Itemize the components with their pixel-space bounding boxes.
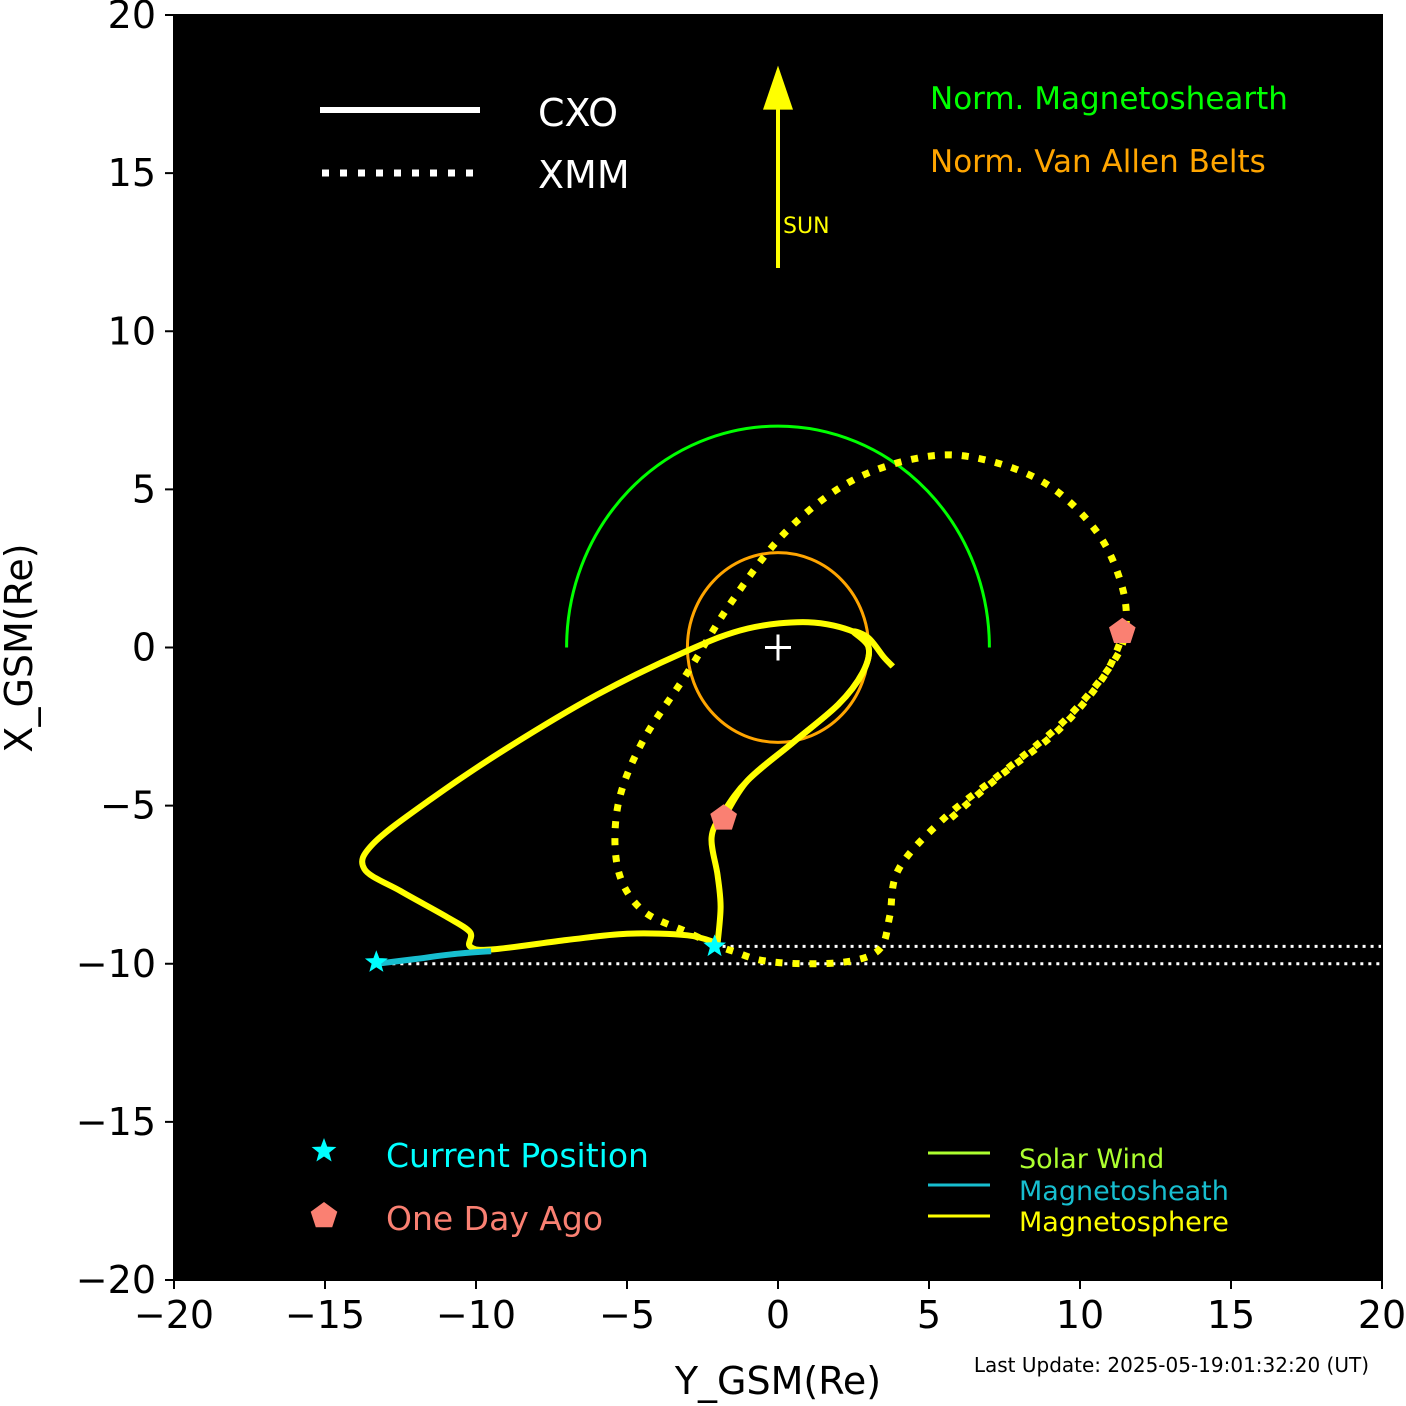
y-tick-label: 15 <box>108 151 156 195</box>
y-axis-label: X_GSM(Re) <box>0 543 41 752</box>
legend-solar-wind: Solar Wind <box>1019 1144 1164 1175</box>
legend-van-allen: Norm. Van Allen Belts <box>930 144 1266 180</box>
sun-arrow: SUN <box>763 65 830 268</box>
x-tick-label: 15 <box>1207 1293 1255 1337</box>
last-update: Last Update: 2025-05-19:01:32:20 (UT) <box>974 1353 1369 1377</box>
legend-markers: Current Position One Day Ago <box>310 1136 649 1238</box>
legend-pentagon-icon <box>310 1202 338 1228</box>
x-tick-label: 0 <box>766 1293 790 1337</box>
current-position-star <box>364 950 388 972</box>
x-tick-label: −10 <box>436 1293 516 1337</box>
legend-magnetosheath: Magnetosheath <box>1019 1176 1229 1207</box>
xmm-orbit-magnetosphere <box>944 627 1129 825</box>
legend-regions: Solar Wind Magnetosheath Magnetosphere <box>928 1144 1229 1238</box>
legend-pentagon-shape <box>310 1202 338 1228</box>
y-tick-label: −10 <box>76 942 156 986</box>
marker-layer <box>364 617 1136 972</box>
y-tick-label: −20 <box>76 1258 156 1302</box>
y-tick-label: 5 <box>132 467 156 511</box>
cxo-orbit-magnetosphere <box>721 628 895 820</box>
legend-current-position: Current Position <box>386 1136 649 1175</box>
y-tick-label: −5 <box>100 784 156 828</box>
x-tick-label: −15 <box>285 1293 365 1337</box>
orbit-layer <box>359 451 1382 968</box>
axes: −20 −15 −10 −5 0 5 10 15 20 −20 −15 −10 −5 0 5 10 15 20 <box>76 0 1406 1337</box>
legend-xmm-label: XMM <box>538 153 630 197</box>
x-axis-label: Y_GSM(Re) <box>674 1359 881 1403</box>
cxo-orbit-magnetosheath <box>375 948 492 967</box>
x-tick-label: 20 <box>1358 1293 1406 1337</box>
legend-one-day-ago: One Day Ago <box>386 1199 603 1238</box>
y-tick-label: 10 <box>108 309 156 353</box>
legend-star-icon <box>311 1138 337 1162</box>
y-tick-label: −15 <box>76 1100 156 1144</box>
sun-arrow-head <box>763 65 793 110</box>
x-tick-label: 5 <box>917 1293 941 1337</box>
sun-label: SUN <box>783 214 830 239</box>
current-position-star <box>703 934 726 957</box>
one-day-ago-pentagon <box>1109 617 1136 643</box>
legend-norm-magnetosheath: Norm. Magnetoshearth <box>930 81 1288 117</box>
xmm-orbit-magnetosphere <box>611 451 1130 968</box>
norm-magnetosheath-boundary <box>565 424 991 648</box>
legend-magnetosphere: Magnetosphere <box>1019 1207 1229 1238</box>
legend-satellites: CXO XMM <box>320 91 630 197</box>
legend-boundaries: Norm. Magnetoshearth Norm. Van Allen Bel… <box>930 81 1288 180</box>
legend-star-shape <box>311 1138 337 1162</box>
one-day-ago-pentagon <box>710 804 737 830</box>
legend-cxo-label: CXO <box>538 91 618 135</box>
y-tick-label: 20 <box>108 0 156 37</box>
x-tick-label: −5 <box>599 1293 655 1337</box>
x-tick-label: −20 <box>134 1293 214 1337</box>
x-tick-label: 10 <box>1056 1293 1104 1337</box>
y-tick-label: 0 <box>132 626 156 670</box>
